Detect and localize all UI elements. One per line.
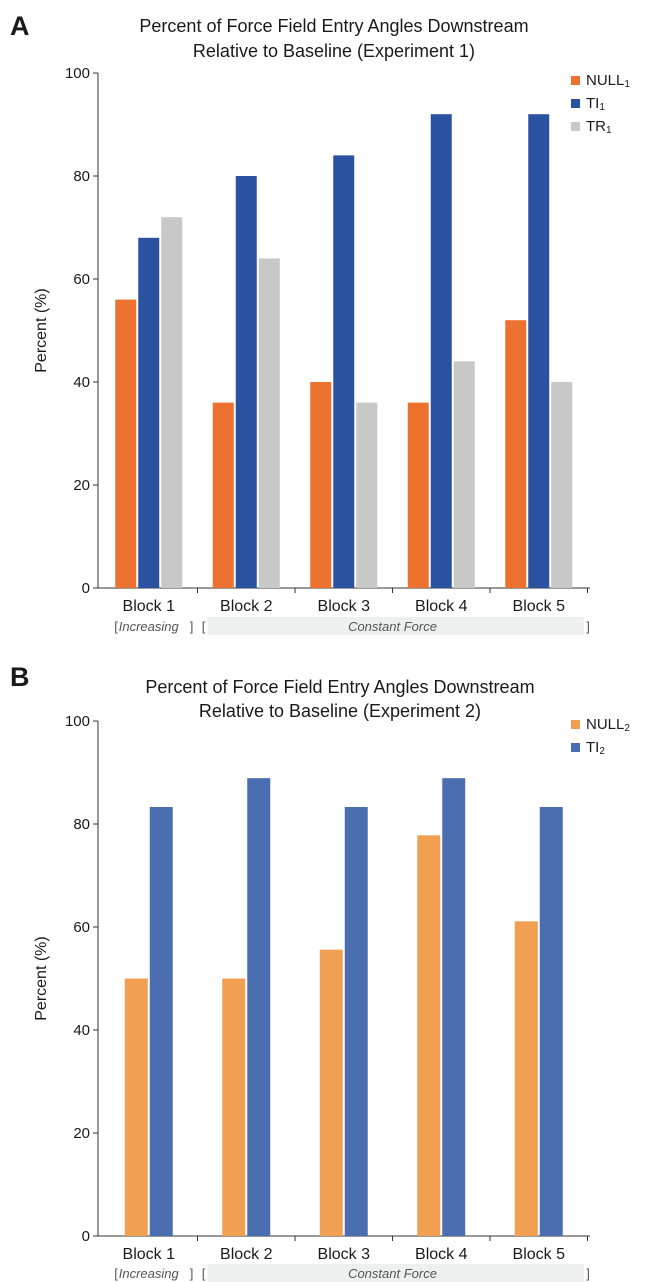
bar-ti1 (235, 176, 257, 588)
y-axis-label: Percent (%) (33, 936, 50, 1020)
annotation-increasing: Increasing (119, 1266, 180, 1281)
bar-tr1 (258, 258, 280, 588)
legend-label: NULL2 (586, 716, 630, 734)
bar-tr1 (356, 402, 378, 588)
y-axis-label: Percent (%) (33, 288, 50, 372)
bar-null2 (124, 978, 148, 1236)
bar-null1 (310, 382, 332, 588)
y-tick-label: 20 (73, 1125, 90, 1142)
bar-null2 (417, 835, 441, 1236)
bar-ti1 (430, 114, 452, 588)
bracket-open: [ (202, 619, 206, 634)
x-tick-label: Block 5 (513, 1246, 566, 1263)
panel-a: A Percent of Force Field Entry Angles Dow… (10, 11, 630, 635)
x-tick-label: Block 1 (123, 598, 176, 615)
bar-ti1 (528, 114, 550, 588)
constant-force-shade (207, 617, 584, 635)
legend-swatch (571, 76, 580, 85)
bar-ti1 (138, 237, 160, 589)
bar-ti2 (247, 778, 271, 1236)
bracket-close: ] (190, 1266, 194, 1281)
legend-swatch (571, 99, 580, 108)
y-tick-label: 40 (73, 1022, 90, 1039)
bar-null1 (407, 402, 429, 588)
bar-ti2 (442, 778, 466, 1236)
constant-force-shade (207, 1264, 584, 1282)
bar-null1 (505, 320, 527, 588)
y-tick-label: 100 (65, 65, 90, 82)
bar-tr1 (161, 217, 183, 588)
bracket-open: [ (114, 619, 118, 634)
chart-title: Relative to Baseline (Experiment 1) (193, 41, 475, 61)
legend-label: TR1 (586, 118, 612, 136)
annotation-increasing: Increasing (119, 619, 180, 634)
annotation-constant-force: Constant Force (348, 1266, 437, 1281)
bracket-close: ] (586, 1266, 590, 1281)
bar-null2 (319, 949, 343, 1236)
y-tick-label: 0 (82, 580, 90, 597)
panel-b: B Percent of Force Field Entry Angles Dow… (10, 662, 630, 1282)
bar-null1 (115, 299, 137, 588)
bar-null2 (514, 921, 538, 1236)
legend-swatch (571, 122, 580, 131)
y-tick-label: 60 (73, 919, 90, 936)
x-tick-label: Block 3 (318, 1246, 371, 1263)
x-tick-label: Block 4 (415, 598, 468, 615)
bar-ti2 (539, 807, 563, 1236)
y-tick-label: 20 (73, 477, 90, 494)
panel-letter: B (10, 662, 30, 692)
bracket-close: ] (190, 619, 194, 634)
chart-title: Percent of Force Field Entry Angles Down… (139, 16, 528, 36)
x-tick-label: Block 2 (220, 598, 273, 615)
y-tick-label: 40 (73, 374, 90, 391)
y-tick-label: 0 (82, 1228, 90, 1245)
bar-tr1 (551, 382, 573, 588)
y-tick-label: 60 (73, 271, 90, 288)
bracket-close: ] (586, 619, 590, 634)
bar-null1 (212, 402, 234, 588)
chart-title: Percent of Force Field Entry Angles Down… (145, 677, 534, 697)
legend-label: TI1 (586, 95, 605, 113)
x-tick-label: Block 3 (318, 598, 371, 615)
bracket-open: [ (202, 1266, 206, 1281)
legend-swatch (571, 743, 580, 752)
legend-swatch (571, 720, 580, 729)
legend-label: TI2 (586, 739, 605, 757)
bar-ti2 (344, 807, 368, 1236)
y-tick-label: 100 (65, 713, 90, 730)
bar-tr1 (453, 361, 475, 588)
panel-letter: A (10, 11, 30, 41)
x-tick-label: Block 2 (220, 1246, 273, 1263)
chart-title: Relative to Baseline (Experiment 2) (199, 701, 481, 721)
x-tick-label: Block 1 (123, 1246, 176, 1263)
y-tick-label: 80 (73, 168, 90, 185)
x-tick-label: Block 5 (513, 598, 566, 615)
bar-null2 (222, 978, 246, 1236)
annotation-constant-force: Constant Force (348, 619, 437, 634)
bar-ti2 (149, 807, 173, 1236)
bar-ti1 (333, 155, 355, 588)
x-tick-label: Block 4 (415, 1246, 468, 1263)
legend-label: NULL1 (586, 72, 630, 90)
bracket-open: [ (114, 1266, 118, 1281)
y-tick-label: 80 (73, 816, 90, 833)
